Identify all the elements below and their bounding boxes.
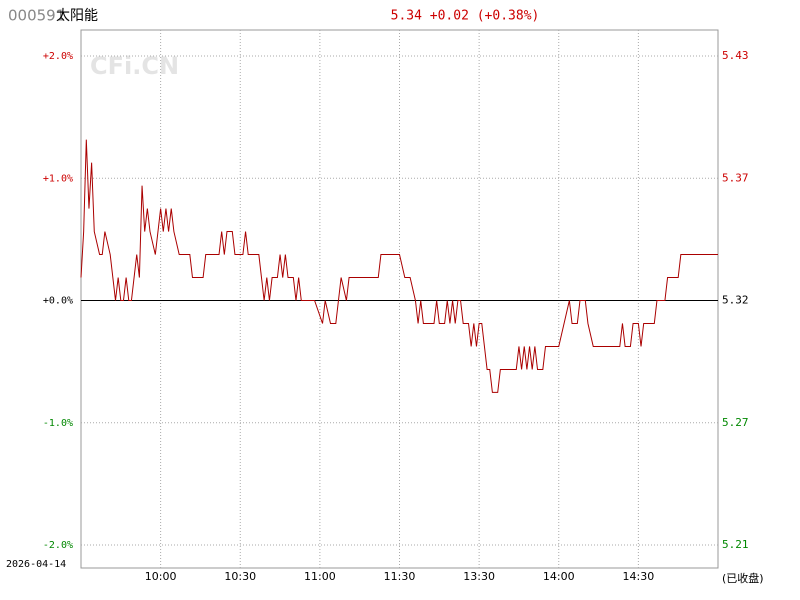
y2-tick-label: 5.37 <box>722 171 749 184</box>
watermark: CFi.CN <box>90 52 179 80</box>
x-tick-label: 10:30 <box>224 570 256 583</box>
y-tick-label: +2.0% <box>43 51 73 62</box>
plot-frame <box>80 29 719 569</box>
y2-tick-label: 5.21 <box>722 538 749 551</box>
quote: 5.34 +0.02 (+0.38%) <box>391 9 540 24</box>
price-line <box>80 139 718 393</box>
y-tick-label: -2.0% <box>43 540 73 551</box>
date: 2026-04-14 <box>6 559 66 570</box>
y-tick-label: -1.0% <box>43 418 73 429</box>
y2-tick-label: 5.32 <box>722 294 749 307</box>
stock-name: 太阳能 <box>56 8 98 24</box>
x-tick-label: 13:30 <box>463 570 495 583</box>
status: (已收盘) <box>722 571 764 585</box>
y-tick-label: +0.0% <box>43 296 73 307</box>
stock-code: 000591 <box>8 7 65 25</box>
y2-tick-label: 5.43 <box>722 49 749 62</box>
y2-tick-label: 5.27 <box>722 416 749 429</box>
x-tick-label: 10:00 <box>145 570 177 583</box>
x-tick-label: 14:00 <box>543 570 575 583</box>
y-tick-label: +1.0% <box>43 173 73 184</box>
x-tick-label: 14:30 <box>623 570 655 583</box>
x-tick-label: 11:30 <box>384 570 416 583</box>
x-tick-label: 11:00 <box>304 570 336 583</box>
